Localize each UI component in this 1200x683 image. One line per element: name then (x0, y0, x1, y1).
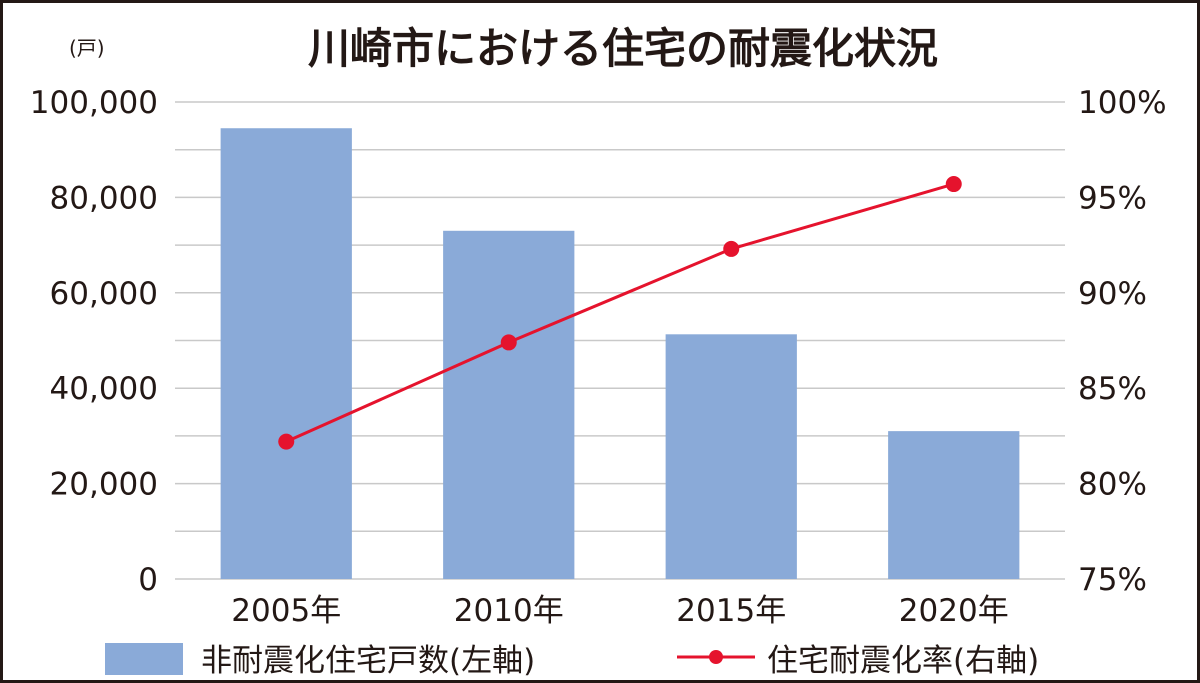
x-axis-ticks: 2005年 2010年 2015年 2020年 (231, 593, 1008, 629)
right-tick-label: 80% (1078, 467, 1147, 503)
left-axis-unit: (戸) (69, 36, 105, 60)
left-tick-label: 40,000 (50, 371, 158, 407)
left-axis-ticks: 0 20,000 40,000 60,000 80,000 100,000 (30, 85, 158, 598)
bar (443, 230, 575, 580)
line-point (723, 240, 740, 257)
x-tick-label: 2005年 (231, 593, 341, 629)
right-axis-ticks: 75% 80% 85% 90% 95% 100% (1078, 85, 1167, 598)
chart-title: 川崎市における住宅の耐震化状況 (308, 24, 938, 73)
right-tick-label: 100% (1078, 85, 1167, 121)
bar (220, 128, 352, 580)
legend-line-marker (709, 650, 723, 664)
line-series (278, 176, 962, 450)
combo-chart: 川崎市における住宅の耐震化状況 (戸) 0 20,000 40,000 60,000 8… (30, 24, 1167, 679)
legend-bar-label: 非耐震化住宅戸数(左軸) (201, 643, 535, 679)
left-tick-label: 80,000 (50, 180, 158, 216)
bar (888, 431, 1020, 579)
series-line (285, 182, 955, 443)
left-tick-label: 100,000 (30, 85, 158, 121)
x-tick-label: 2010年 (454, 593, 564, 629)
right-tick-label: 75% (1078, 562, 1147, 598)
bar-series (220, 128, 1020, 580)
line-point (278, 433, 295, 450)
legend: 非耐震化住宅戸数(左軸) 住宅耐震化率(右軸) (105, 643, 1039, 679)
bar (665, 334, 797, 579)
right-tick-label: 85% (1078, 371, 1147, 407)
x-tick-label: 2015年 (676, 593, 786, 629)
legend-line-label: 住宅耐震化率(右軸) (767, 643, 1039, 679)
line-point (500, 334, 517, 351)
line-point (945, 176, 962, 193)
legend-bar-swatch (105, 643, 183, 675)
right-tick-label: 90% (1078, 276, 1147, 312)
left-tick-label: 60,000 (50, 276, 158, 312)
left-tick-label: 20,000 (50, 467, 158, 503)
x-tick-label: 2020年 (899, 593, 1009, 629)
left-tick-label: 0 (138, 562, 158, 598)
right-tick-label: 95% (1078, 180, 1147, 216)
